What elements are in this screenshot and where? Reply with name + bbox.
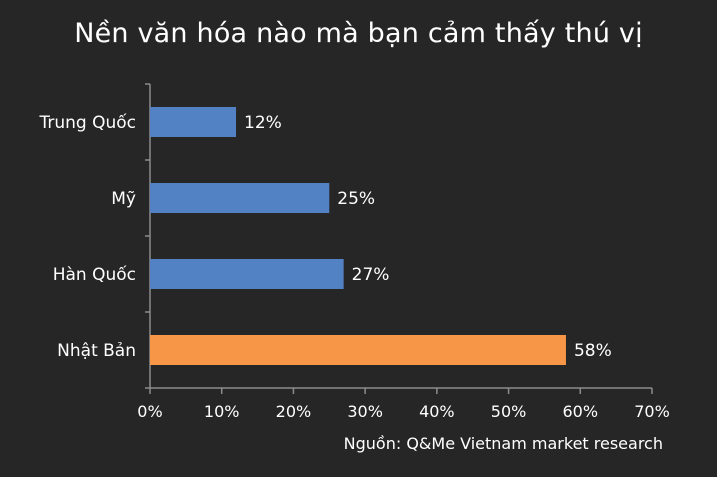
x-tick-label: 30% (347, 402, 383, 421)
bar (150, 183, 330, 213)
x-tick-label: 20% (276, 402, 312, 421)
category-label: Nhật Bản (57, 341, 136, 361)
category-label: Mỹ (111, 189, 136, 209)
x-tick-label: 60% (563, 402, 599, 421)
category-label: Hàn Quốc (53, 264, 136, 285)
x-tick-label: 40% (419, 402, 455, 421)
x-tick-label: 10% (204, 402, 240, 421)
bar (150, 259, 344, 289)
data-label: 25% (337, 189, 375, 209)
bar (150, 107, 237, 137)
x-tick-label: 70% (634, 402, 670, 421)
bar (150, 335, 566, 365)
chart-title: Nền văn hóa nào mà bạn cảm thấy thú vị (74, 18, 643, 49)
x-tick-label: 50% (491, 402, 527, 421)
data-label: 12% (244, 113, 282, 133)
x-tick-label: 0% (137, 402, 162, 421)
data-label: 58% (574, 341, 612, 361)
category-label: Trung Quốc (38, 112, 136, 133)
source-note: Nguồn: Q&Me Vietnam market research (343, 434, 663, 453)
data-label: 27% (352, 265, 390, 285)
